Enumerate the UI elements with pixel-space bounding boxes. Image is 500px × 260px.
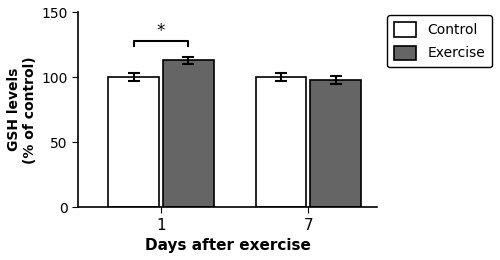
Bar: [310, 80, 361, 207]
Bar: [108, 77, 159, 207]
Bar: [256, 77, 306, 207]
X-axis label: Days after exercise: Days after exercise: [144, 238, 310, 253]
Text: *: *: [157, 22, 165, 40]
Y-axis label: GSH levels
(% of control): GSH levels (% of control): [7, 56, 37, 164]
Legend: Control, Exercise: Control, Exercise: [387, 16, 492, 67]
Bar: [163, 61, 214, 207]
